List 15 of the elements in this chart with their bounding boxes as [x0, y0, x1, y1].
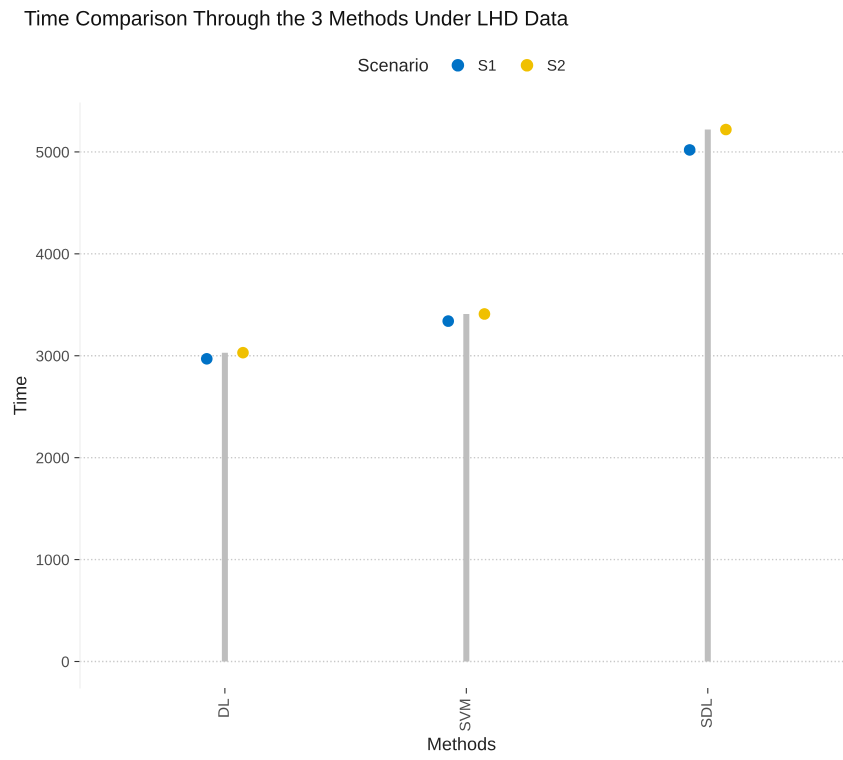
y-tick-label: 4000	[36, 248, 69, 260]
x-tick-label: SVM	[460, 700, 470, 731]
x-tick-label: DL	[218, 698, 229, 717]
y-axis-title: Time	[13, 376, 26, 415]
legend-title: Scenario	[358, 58, 428, 72]
legend-label: S2	[548, 60, 565, 71]
y-tick-label: 2000	[36, 452, 69, 464]
x-tick-label: SDL	[701, 698, 712, 728]
y-tick-label: 3000	[36, 350, 69, 362]
y-tick-label: 0	[62, 656, 69, 668]
y-tick-label: 1000	[36, 554, 69, 566]
chart-title: Time Comparison Through the 3 Methods Under LHD Data	[24, 10, 568, 30]
legend-label: S1	[478, 60, 496, 71]
y-tick-label: 5000	[36, 146, 69, 158]
x-axis-title: Methods	[428, 737, 496, 750]
